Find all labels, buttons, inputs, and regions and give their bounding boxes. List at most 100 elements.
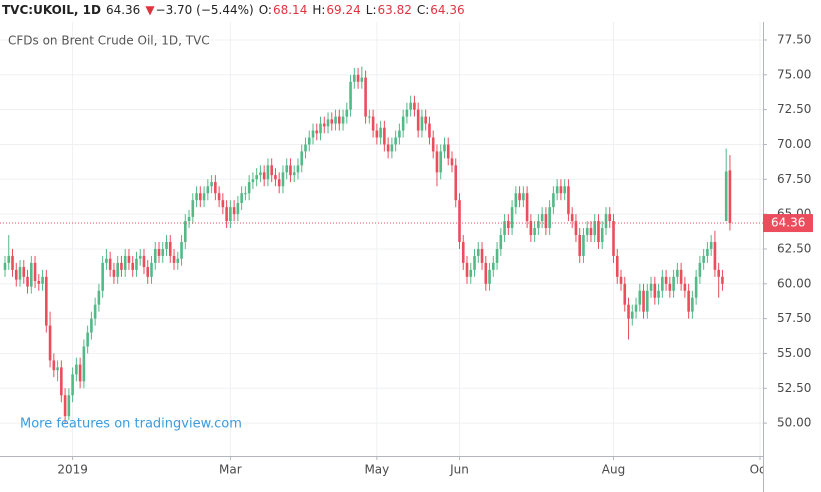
candle-body (135, 258, 138, 270)
candle-body (131, 262, 135, 270)
low-label: L: (366, 3, 377, 17)
candle-body (514, 193, 518, 208)
candle-body (458, 200, 461, 242)
candle-body (202, 193, 206, 201)
candle-body (311, 130, 315, 138)
candle-body (428, 123, 431, 138)
candle-body (259, 172, 262, 176)
y-tick-label: 62.50 (777, 241, 811, 255)
candle-body (345, 109, 349, 117)
candle-body (706, 248, 709, 256)
candle-body (180, 241, 183, 259)
candle-body (168, 241, 172, 256)
y-tick-label: 57.50 (777, 311, 811, 325)
candle-body (492, 262, 495, 270)
candle-body (341, 116, 345, 124)
y-tick-label: 75.00 (777, 67, 811, 81)
candle-body (724, 171, 728, 222)
x-tick-label: Oct (750, 463, 771, 477)
candle-body (93, 304, 97, 319)
candle-body (127, 255, 131, 263)
y-tick-label: 50.00 (777, 416, 811, 430)
candle-body (337, 116, 341, 124)
candle-body (694, 276, 698, 298)
candle-body (75, 364, 78, 375)
candle-body (518, 193, 521, 201)
candle-body (11, 255, 14, 270)
candle-body (386, 144, 390, 152)
candle-body (292, 172, 296, 176)
candle-body (473, 255, 476, 270)
candle-body (488, 269, 491, 284)
x-tick-label: 2019 (57, 463, 88, 477)
close-value: 64.36 (430, 3, 464, 17)
candle-body (687, 290, 690, 312)
candle-body (630, 311, 634, 319)
candle-body (375, 130, 379, 138)
candle-body (679, 269, 683, 284)
candle-body (7, 255, 11, 263)
candle-body (195, 193, 198, 201)
candle-body (416, 109, 420, 131)
candle-body (236, 202, 240, 215)
candle-body (439, 151, 443, 173)
candle-body (548, 207, 551, 229)
candle-body (251, 179, 255, 183)
candle-body (668, 283, 672, 291)
promo-link[interactable]: More features on tradingview.com (20, 417, 242, 432)
candle-body (112, 269, 116, 277)
candle-body (435, 151, 439, 173)
candle-body (120, 262, 123, 270)
candle-body (582, 235, 585, 256)
candle-body (364, 77, 367, 117)
symbol: TVC:UKOIL, 1D (2, 3, 101, 17)
grid (0, 22, 763, 456)
candle-body (600, 228, 604, 242)
candle-body (45, 276, 48, 326)
candle-body (555, 186, 559, 194)
candle-body (82, 346, 86, 382)
candle-body (570, 214, 574, 222)
candle-body (589, 228, 593, 236)
candle-body (199, 193, 202, 201)
candle-body (33, 262, 37, 282)
candle-body (495, 248, 499, 263)
candle-body (289, 165, 292, 176)
candle-body (604, 214, 608, 229)
candle-body (108, 258, 112, 270)
candle-body (18, 267, 22, 280)
candle-body (709, 241, 713, 249)
candle-body (401, 116, 405, 131)
change: −3.70 (−5.44%) (156, 3, 254, 17)
candle-body (187, 216, 191, 222)
candle-body (638, 290, 642, 305)
candle-body (676, 269, 679, 277)
candle-body (210, 182, 213, 187)
candle-body (277, 179, 281, 187)
y-tick-label: 60.00 (777, 276, 811, 290)
candle-body (634, 304, 638, 312)
candle-body (3, 262, 7, 270)
candle-body (476, 248, 480, 256)
candle-body (90, 318, 93, 333)
candle-body (480, 248, 484, 263)
candle-body (721, 276, 724, 284)
candle-body (78, 364, 82, 382)
candle-body (240, 193, 243, 203)
candle-body (379, 127, 382, 138)
candle-body (540, 214, 544, 222)
candle-body (623, 283, 627, 305)
candle-body (63, 395, 67, 417)
candle-body (146, 267, 150, 277)
candle-body (390, 144, 394, 152)
last-price-label: 64.36 (771, 216, 805, 230)
candle-body (315, 130, 319, 134)
candle-body (368, 116, 371, 118)
candle-body (510, 207, 514, 229)
candle-body (469, 269, 473, 277)
close-label: C: (417, 3, 429, 17)
candle-body (153, 248, 157, 263)
candle-body (499, 235, 503, 249)
